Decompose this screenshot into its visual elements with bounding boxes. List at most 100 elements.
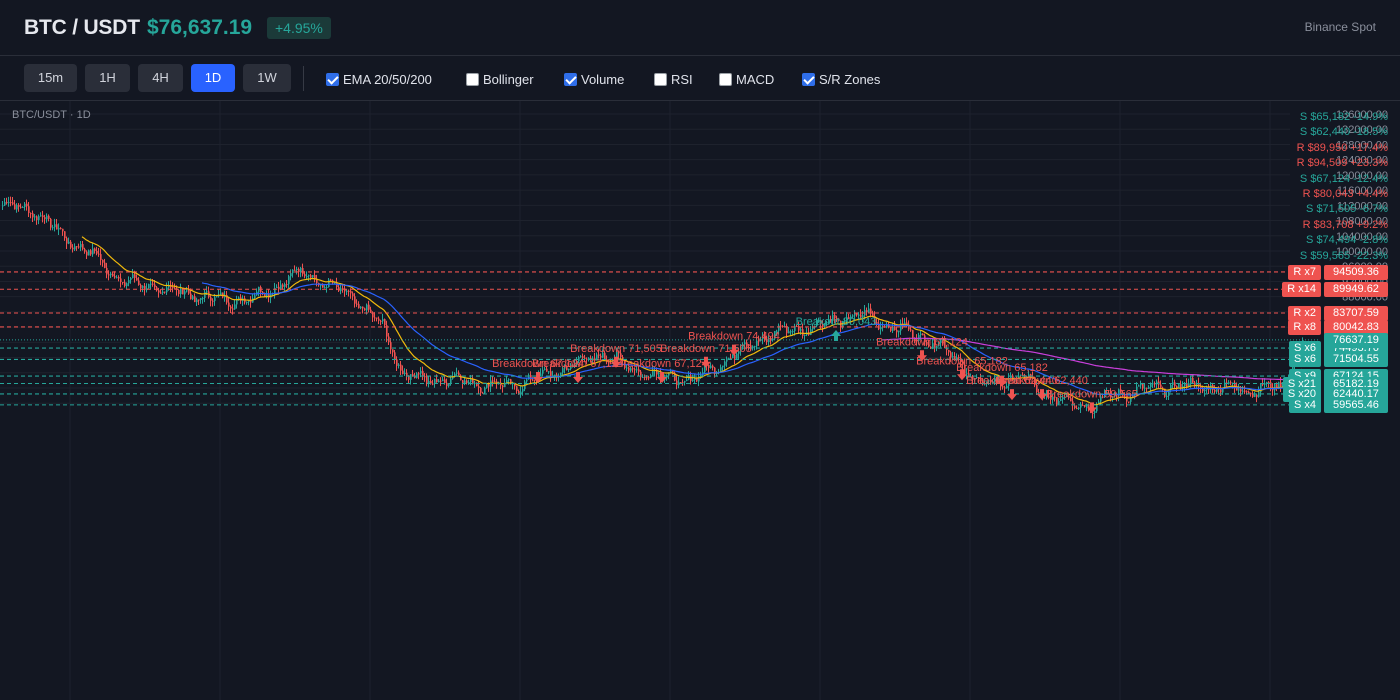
timeframe-4h-button[interactable]: 4H xyxy=(138,64,183,92)
candle-down xyxy=(380,320,382,322)
y-tick-label: 104000.00 xyxy=(1336,231,1388,243)
candle-down xyxy=(386,325,388,337)
candle-down xyxy=(124,282,126,287)
timeframe-1d-button[interactable]: 1D xyxy=(191,64,235,92)
candle-up xyxy=(548,371,550,373)
timeframe-1h-button[interactable]: 1H xyxy=(85,64,130,92)
candle-down xyxy=(780,325,782,327)
candle-down xyxy=(170,285,172,288)
candle-down xyxy=(530,375,532,380)
candle-down xyxy=(1256,394,1258,397)
candle-up xyxy=(692,379,694,381)
candle-up xyxy=(130,278,132,281)
candle-up xyxy=(110,273,112,276)
candle-up xyxy=(986,381,988,384)
ema-checkbox[interactable] xyxy=(326,72,339,86)
candle-up xyxy=(1052,396,1054,400)
candle-up xyxy=(284,284,286,287)
toggle-volume[interactable]: Volume xyxy=(564,70,624,88)
timeframe-1w-button[interactable]: 1W xyxy=(243,64,291,92)
candle-up xyxy=(576,361,578,365)
candle-down xyxy=(648,377,650,379)
volume-checkbox[interactable] xyxy=(564,72,577,86)
candle-up xyxy=(16,205,18,210)
candle-up xyxy=(858,314,860,316)
breakdown-label: Breakdown 62,440 xyxy=(996,375,1088,387)
resistance-summary-item: R $83,708 +9.2% xyxy=(1302,218,1388,231)
candle-down xyxy=(682,382,684,384)
toggle-macd[interactable]: MACD xyxy=(719,70,774,88)
candle-up xyxy=(704,364,706,373)
candle-up xyxy=(22,206,24,208)
candle-up xyxy=(4,201,6,206)
candle-down xyxy=(384,319,386,326)
candle-down xyxy=(400,364,402,371)
candle-up xyxy=(574,364,576,366)
candle-down xyxy=(104,262,106,268)
candle-up xyxy=(200,298,202,300)
candle-down xyxy=(876,322,878,324)
candle-down xyxy=(62,228,64,232)
candle-down xyxy=(1268,382,1270,384)
candle-down xyxy=(1054,396,1056,398)
candle-up xyxy=(474,382,476,384)
candle-down xyxy=(764,336,766,339)
toolbar: 15m 1H 4H 1D 1W EMA 20/50/200 Bollinger … xyxy=(0,56,1400,101)
candle-up xyxy=(274,287,276,294)
price-chart[interactable]: 136000.00 132000.00 128000.00 124000.00 1200… xyxy=(0,101,1400,700)
candle-down xyxy=(1004,387,1006,389)
candle-down xyxy=(102,260,104,263)
candle-up xyxy=(940,340,942,343)
candle-up xyxy=(602,352,604,358)
candle-down xyxy=(1088,404,1090,411)
candle-down xyxy=(1092,412,1094,414)
toggle-ema[interactable]: EMA 20/50/200 xyxy=(326,70,432,88)
candle-up xyxy=(142,285,144,288)
candle-down xyxy=(392,349,394,353)
candle-down xyxy=(1120,389,1122,393)
candle-up xyxy=(52,227,54,229)
candle-down xyxy=(44,217,46,220)
breakdown-label: Breakdown 67,124 xyxy=(876,336,968,348)
candle-up xyxy=(92,248,94,255)
candle-up xyxy=(1066,395,1068,397)
toggle-sr-zones[interactable]: S/R Zones xyxy=(802,70,880,88)
macd-checkbox[interactable] xyxy=(719,72,732,86)
resistance-zone-tag: R x8 xyxy=(1288,319,1321,335)
breakdown-arrow-icon xyxy=(1007,389,1017,401)
candle-down xyxy=(922,333,924,336)
candle-down xyxy=(500,382,502,386)
candle-up xyxy=(932,343,934,348)
candle-up xyxy=(192,296,194,300)
sr-zones-checkbox[interactable] xyxy=(802,72,815,86)
bollinger-checkbox[interactable] xyxy=(466,72,479,86)
candle-up xyxy=(988,380,990,382)
candle-down xyxy=(436,379,438,383)
candle-up xyxy=(1216,388,1218,392)
candle-down xyxy=(482,392,484,394)
candle-down xyxy=(1162,387,1164,389)
candle-down xyxy=(946,347,948,351)
candle-down xyxy=(330,279,332,281)
candle-up xyxy=(826,322,828,324)
candle-down xyxy=(140,284,142,288)
timeframe-15m-button[interactable]: 15m xyxy=(24,64,77,92)
candle-up xyxy=(552,375,554,378)
candle-down xyxy=(1022,374,1024,376)
candle-up xyxy=(266,294,268,297)
y-tick-label: 112000.00 xyxy=(1337,200,1388,212)
candle-down xyxy=(972,376,974,380)
candle-down xyxy=(466,380,468,384)
toolbar-divider xyxy=(303,66,304,91)
candle-down xyxy=(758,340,760,342)
toggle-bollinger[interactable]: Bollinger xyxy=(466,70,534,88)
rsi-label: RSI xyxy=(671,71,693,87)
macd-label: MACD xyxy=(736,71,775,87)
rsi-checkbox[interactable] xyxy=(654,72,667,86)
candle-down xyxy=(1076,408,1078,410)
toggle-rsi[interactable]: RSI xyxy=(654,70,693,88)
candle-down xyxy=(766,338,768,343)
candle-up xyxy=(744,342,746,345)
candle-down xyxy=(1186,383,1188,387)
candle-down xyxy=(866,310,868,313)
